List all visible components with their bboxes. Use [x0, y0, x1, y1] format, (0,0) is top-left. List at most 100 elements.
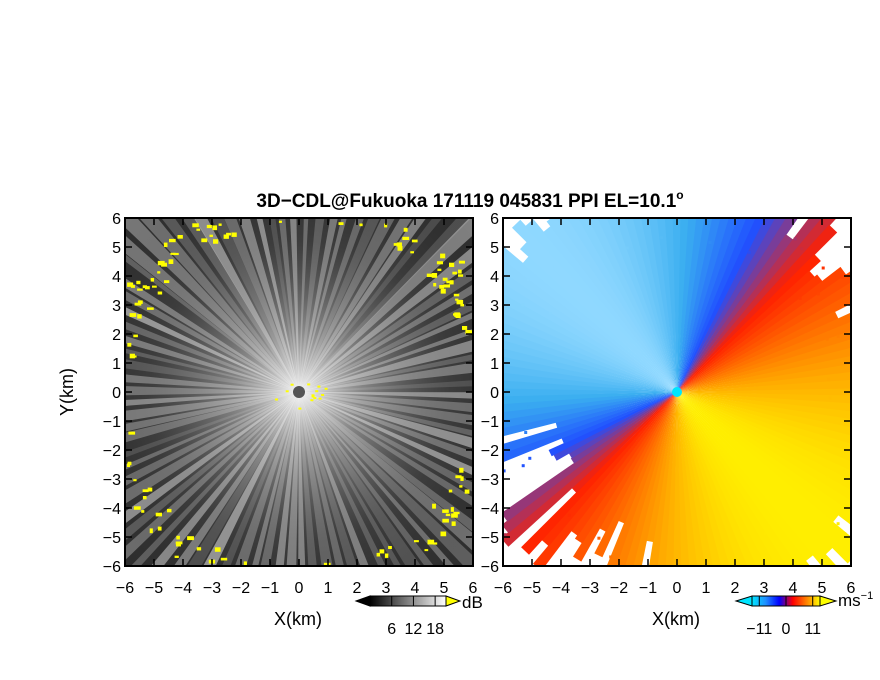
snr-highlight-cell	[130, 285, 135, 288]
velocity-axes: −6 −5 −4 −3 −2 −1 0 1 2 3 4 5 6 6 5 4 3 2 1 0 −1 −2 −3 −4 −5 −6	[481, 211, 856, 597]
velocity-ray	[503, 392, 677, 437]
velocity-cell	[708, 212, 711, 215]
velocity-cell	[503, 469, 506, 473]
velocity-cell	[857, 336, 860, 339]
velocity-ray	[677, 270, 851, 392]
snr-highlight-cell	[311, 395, 315, 398]
snr-highlight-cell	[410, 251, 414, 254]
velocity-ray	[677, 392, 705, 566]
velocity-cell	[744, 164, 747, 167]
velocity-colorbar-tick-label: 0	[782, 621, 791, 638]
velocity-cell	[838, 304, 842, 308]
velocity-x-tick-label: −2	[610, 580, 628, 597]
velocity-cell	[477, 385, 480, 388]
snr-x-axis-label: X(km)	[274, 609, 322, 629]
snr-highlight-cell	[426, 273, 433, 277]
snr-colorbar-tick-label: 18	[426, 621, 444, 638]
snr-highlight-cell	[445, 513, 451, 517]
velocity-ray	[677, 274, 823, 392]
snr-highlight-cell	[440, 288, 446, 294]
velocity-cell	[822, 561, 826, 565]
velocity-cell	[800, 588, 803, 591]
velocity-ray	[677, 392, 837, 566]
velocity-cell	[580, 603, 583, 606]
velocity-ray	[677, 392, 839, 523]
snr-highlight-cell	[315, 390, 319, 393]
velocity-cell	[864, 552, 867, 555]
velocity-cell	[524, 431, 528, 434]
snr-highlight-cell	[192, 223, 199, 228]
velocity-ray	[533, 392, 677, 566]
velocity-y-tick-label: 6	[490, 211, 499, 228]
snr-highlight-cell	[384, 223, 388, 228]
snr-y-tick-label: −2	[103, 443, 121, 460]
snr-highlight-cell	[137, 300, 143, 304]
snr-x-tick-label: −1	[261, 580, 279, 597]
snr-highlight-cell	[133, 334, 138, 338]
snr-highlight-cell	[127, 342, 132, 347]
velocity-ray	[677, 392, 814, 562]
snr-highlight-cell	[142, 489, 149, 493]
velocity-cell	[708, 241, 712, 245]
velocity-cell	[499, 412, 502, 415]
snr-y-tick-label: 6	[112, 211, 121, 228]
velocity-cell	[718, 161, 721, 164]
snr-highlight-cell	[150, 278, 155, 282]
velocity-site-marker	[672, 387, 682, 397]
velocity-cell	[487, 349, 490, 352]
velocity-x-axis-label: X(km)	[652, 609, 700, 629]
velocity-ray	[677, 392, 810, 566]
velocity-x-tick-label: −1	[639, 580, 657, 597]
snr-colorbar-tick-label: 6	[387, 621, 396, 638]
velocity-cell	[584, 612, 587, 615]
velocity-ray	[677, 392, 851, 405]
velocity-cell	[624, 612, 627, 615]
velocity-cell	[836, 334, 840, 338]
velocity-ray	[512, 219, 677, 392]
velocity-cell	[798, 296, 802, 300]
snr-highlight-cell	[223, 234, 229, 239]
velocity-ray	[577, 218, 677, 392]
velocity-ray	[677, 392, 714, 566]
snr-highlight-cell	[453, 511, 460, 515]
snr-highlight-cell	[388, 546, 392, 550]
velocity-cell	[793, 486, 797, 490]
velocity-cell	[853, 558, 856, 561]
velocity-colorbar-tick-label: 11	[804, 621, 821, 638]
velocity-ray	[555, 392, 677, 429]
velocity-x-tick-label: 0	[673, 580, 682, 597]
velocity-ray	[503, 392, 677, 463]
snr-highlight-cell	[164, 280, 170, 284]
velocity-cell	[609, 555, 613, 559]
velocity-cell	[763, 531, 767, 535]
snr-y-tick-label: 1	[112, 356, 121, 373]
velocity-colorbar-unit: ms−1	[838, 590, 873, 610]
velocity-cell	[747, 250, 751, 254]
velocity-ray	[503, 387, 677, 397]
snr-highlight-cell	[129, 313, 137, 317]
snr-highlight-cell	[212, 225, 218, 231]
velocity-cell	[660, 236, 664, 240]
snr-highlight-cell	[449, 262, 455, 268]
velocity-ray	[624, 218, 677, 392]
snr-highlight-cell	[442, 277, 448, 281]
snr-highlight-cell	[431, 273, 438, 278]
snr-colorbar-unit: dB	[462, 593, 483, 612]
snr-x-tick-label: −5	[145, 580, 163, 597]
velocity-ray	[594, 392, 677, 558]
velocity-cell	[783, 513, 787, 517]
snr-highlight-cell	[440, 531, 447, 537]
snr-highlight-cell	[455, 313, 461, 319]
velocity-ray	[677, 379, 851, 392]
snr-highlight-cell	[134, 302, 142, 306]
snr-highlight-cell	[145, 286, 150, 290]
velocity-y-tick-label: 4	[490, 269, 499, 286]
velocity-ray	[521, 392, 677, 555]
snr-highlight-cell	[298, 407, 302, 410]
snr-highlight-cell	[157, 271, 161, 274]
snr-y-tick-label: 3	[112, 298, 121, 315]
velocity-ray	[677, 234, 794, 392]
velocity-cell	[866, 379, 869, 382]
velocity-y-tick-label: −5	[481, 530, 499, 547]
velocity-cell	[636, 645, 639, 648]
